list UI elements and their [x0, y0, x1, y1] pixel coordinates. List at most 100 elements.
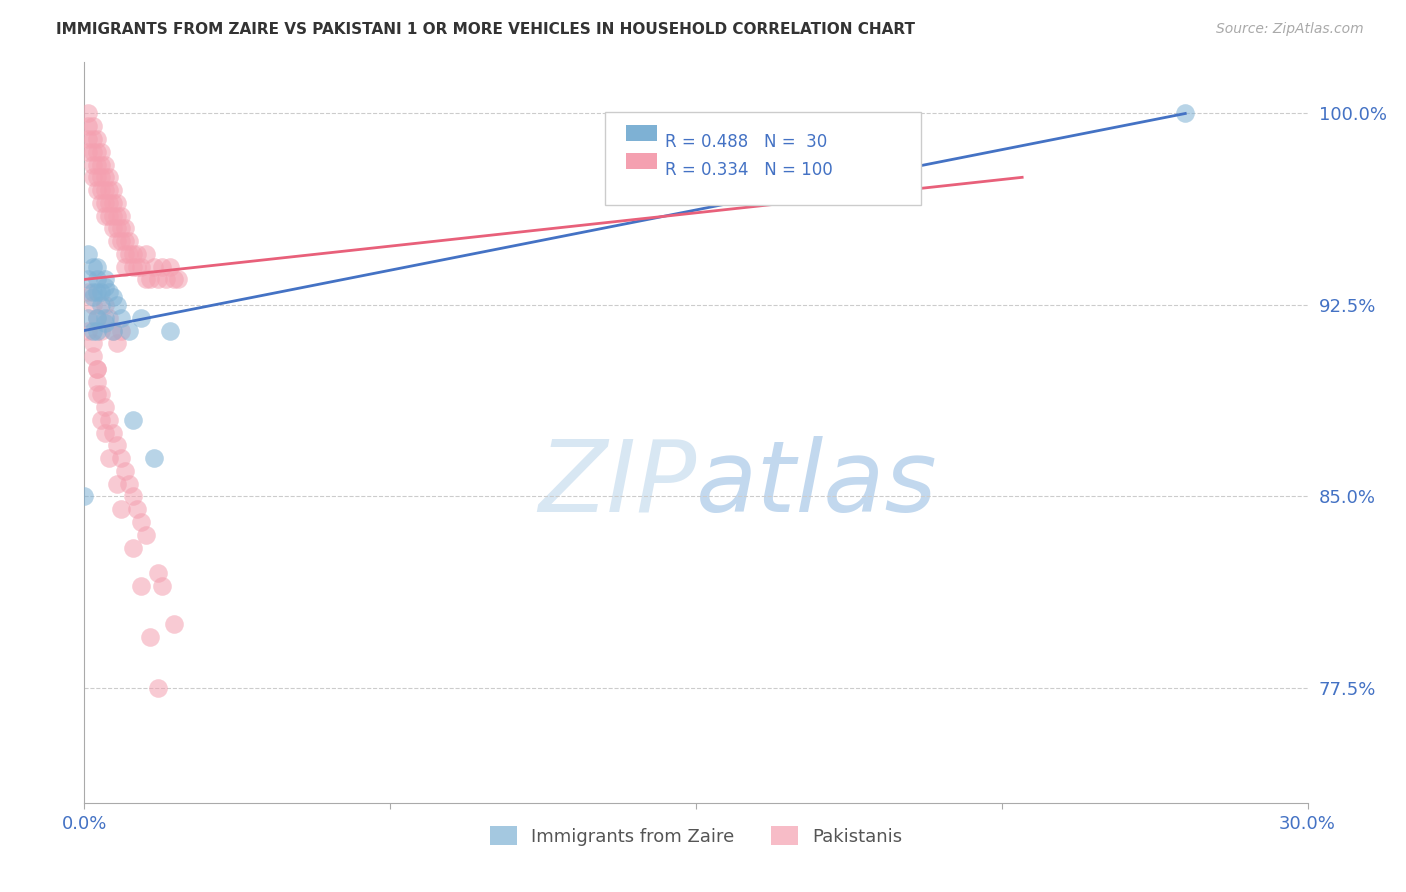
Point [110, 502, 132, 516]
Point [93, 195, 115, 210]
Text: R = 0.488   N =  30: R = 0.488 N = 30 [665, 133, 827, 151]
Point [82, 120, 104, 134]
Point [122, 413, 145, 427]
Text: atlas: atlas [696, 436, 938, 533]
Point [90, 195, 112, 210]
Point [77, 106, 100, 120]
Point [138, 272, 160, 286]
Point [97, 183, 120, 197]
Point [90, 298, 112, 312]
Point [97, 451, 120, 466]
Point [118, 324, 141, 338]
Point [77, 145, 100, 159]
Point [82, 132, 104, 146]
Point [142, 451, 165, 466]
Point [127, 260, 149, 274]
Point [97, 285, 120, 300]
Point [122, 260, 145, 274]
Point [86, 324, 108, 338]
Point [101, 324, 124, 338]
Point [90, 285, 112, 300]
Point [101, 209, 124, 223]
Point [82, 298, 104, 312]
Point [135, 272, 157, 286]
Text: R = 0.334   N = 100: R = 0.334 N = 100 [665, 161, 832, 179]
Point [93, 316, 115, 330]
Point [93, 272, 115, 286]
Point [86, 170, 108, 185]
Point [97, 413, 120, 427]
Point [86, 310, 108, 325]
Point [93, 400, 115, 414]
Point [101, 183, 124, 197]
Point [150, 579, 173, 593]
Point [127, 247, 149, 261]
Point [86, 285, 108, 300]
Point [105, 234, 128, 248]
Point [77, 310, 100, 325]
Point [110, 221, 132, 235]
Point [101, 324, 124, 338]
Point [131, 579, 153, 593]
Point [118, 247, 141, 261]
Legend: Immigrants from Zaire, Pakistanis: Immigrants from Zaire, Pakistanis [489, 826, 903, 846]
Point [93, 157, 115, 171]
Point [82, 170, 104, 185]
Point [114, 260, 136, 274]
Point [90, 170, 112, 185]
Point [97, 170, 120, 185]
Point [159, 260, 181, 274]
Point [122, 490, 145, 504]
Point [114, 247, 136, 261]
Point [90, 157, 112, 171]
Point [82, 145, 104, 159]
Point [77, 120, 100, 134]
Point [105, 476, 128, 491]
Text: IMMIGRANTS FROM ZAIRE VS PAKISTANI 1 OR MORE VEHICLES IN HOUSEHOLD CORRELATION C: IMMIGRANTS FROM ZAIRE VS PAKISTANI 1 OR … [56, 22, 915, 37]
Point [114, 234, 136, 248]
Point [150, 260, 173, 274]
Point [93, 425, 115, 440]
Point [110, 209, 132, 223]
Point [118, 476, 141, 491]
Point [93, 209, 115, 223]
Point [159, 324, 181, 338]
Point [86, 375, 108, 389]
Point [105, 336, 128, 351]
Point [167, 272, 190, 286]
Point [90, 183, 112, 197]
Point [146, 566, 169, 580]
Point [86, 361, 108, 376]
Point [122, 247, 145, 261]
Point [110, 310, 132, 325]
Point [93, 310, 115, 325]
Point [101, 221, 124, 235]
Point [135, 247, 157, 261]
Point [82, 324, 104, 338]
Point [82, 336, 104, 351]
Point [131, 310, 153, 325]
Point [1174, 106, 1197, 120]
Point [135, 527, 157, 541]
Point [82, 260, 104, 274]
Point [101, 425, 124, 440]
Point [118, 234, 141, 248]
Point [90, 145, 112, 159]
Point [77, 132, 100, 146]
Point [73, 490, 96, 504]
Point [110, 451, 132, 466]
Point [163, 272, 186, 286]
Point [146, 681, 169, 695]
Point [86, 145, 108, 159]
Point [93, 170, 115, 185]
Point [86, 157, 108, 171]
Point [82, 290, 104, 304]
Point [105, 195, 128, 210]
Point [142, 260, 165, 274]
Point [101, 290, 124, 304]
Point [131, 515, 153, 529]
Text: Source: ZipAtlas.com: Source: ZipAtlas.com [1216, 22, 1364, 37]
Point [110, 324, 132, 338]
Point [131, 260, 153, 274]
Point [105, 298, 128, 312]
